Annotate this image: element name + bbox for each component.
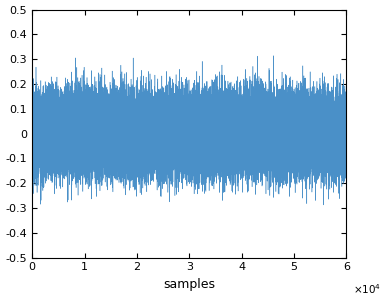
X-axis label: samples: samples bbox=[163, 278, 215, 291]
Text: $\times10^{4}$: $\times10^{4}$ bbox=[352, 282, 381, 296]
